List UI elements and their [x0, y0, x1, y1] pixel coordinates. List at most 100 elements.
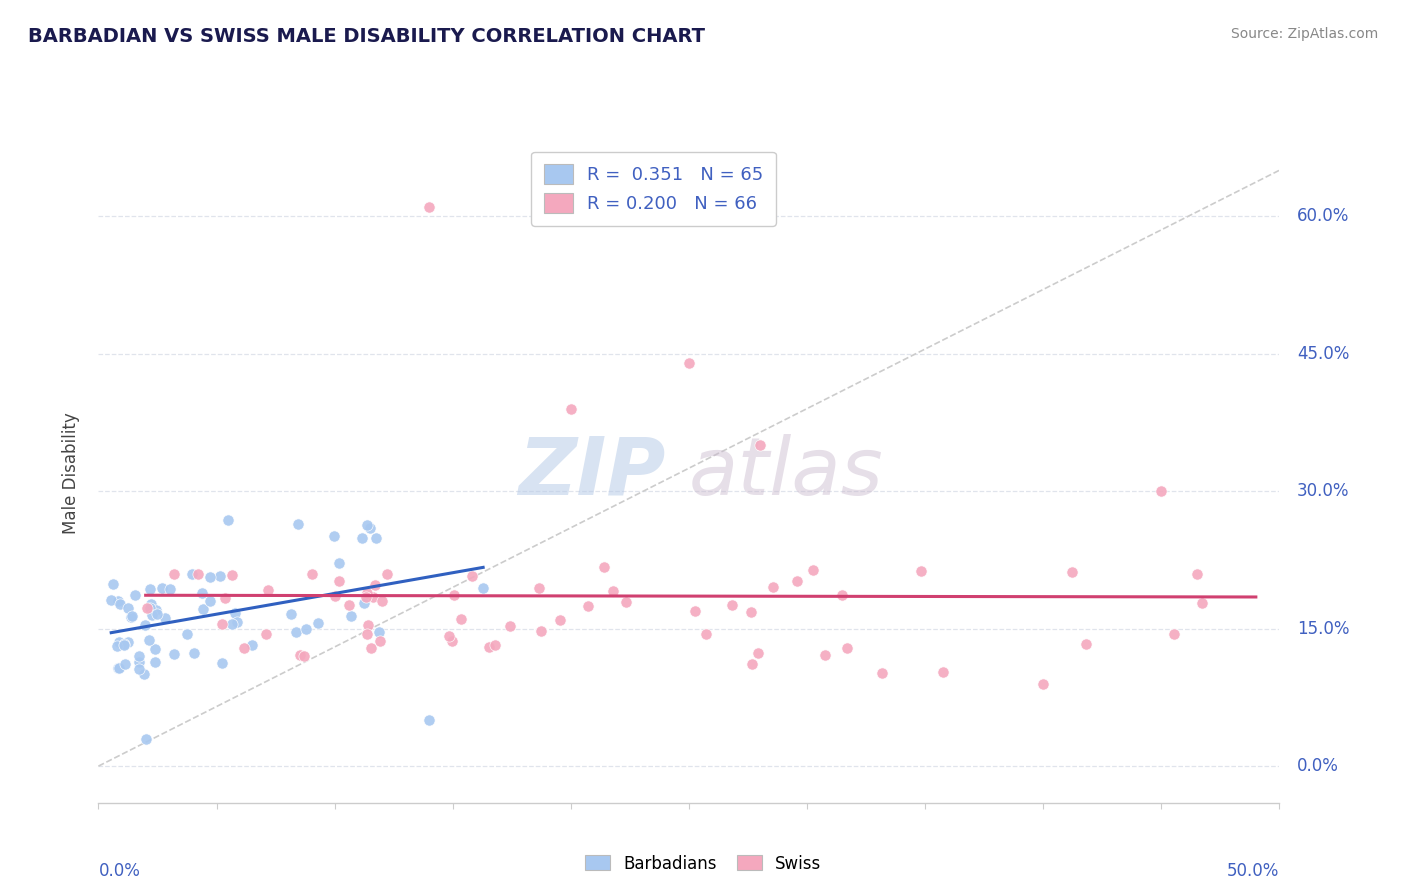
- Point: [443, 588, 465, 602]
- Point: [107, 594, 129, 608]
- Point: [183, 646, 205, 660]
- Point: [105, 639, 128, 653]
- Point: [101, 577, 124, 591]
- Point: [128, 649, 150, 664]
- Text: 30.0%: 30.0%: [1298, 482, 1350, 500]
- Point: [301, 566, 323, 581]
- Point: [837, 640, 859, 655]
- Point: [350, 531, 373, 545]
- Point: [225, 615, 247, 629]
- Point: [221, 616, 243, 631]
- Point: [240, 638, 263, 652]
- Point: [1163, 626, 1185, 640]
- Point: [120, 610, 142, 624]
- Text: 60.0%: 60.0%: [1298, 207, 1350, 225]
- Point: [762, 580, 785, 594]
- Point: [139, 582, 162, 596]
- Point: [1076, 636, 1098, 650]
- Point: [418, 200, 440, 214]
- Point: [337, 598, 360, 612]
- Point: [323, 590, 346, 604]
- Point: [450, 612, 472, 626]
- Point: [280, 607, 302, 621]
- Point: [461, 569, 484, 583]
- Text: 0.0%: 0.0%: [1298, 757, 1339, 775]
- Point: [136, 600, 159, 615]
- Point: [322, 529, 344, 543]
- Legend: Barbadians, Swiss: Barbadians, Swiss: [578, 848, 828, 880]
- Point: [163, 566, 186, 581]
- Point: [870, 665, 893, 680]
- Point: [354, 590, 377, 604]
- Point: [135, 731, 157, 746]
- Point: [307, 615, 329, 630]
- Point: [181, 566, 204, 581]
- Text: 45.0%: 45.0%: [1298, 344, 1350, 362]
- Point: [748, 438, 770, 452]
- Point: [910, 564, 932, 578]
- Point: [353, 596, 375, 610]
- Point: [328, 574, 350, 589]
- Point: [803, 562, 825, 576]
- Point: [191, 601, 214, 615]
- Point: [198, 570, 221, 584]
- Legend: R =  0.351   N = 65, R = 0.200   N = 66: R = 0.351 N = 65, R = 0.200 N = 66: [531, 152, 776, 226]
- Point: [217, 513, 239, 527]
- Point: [200, 594, 222, 608]
- Point: [141, 608, 163, 623]
- Point: [1150, 484, 1173, 499]
- Point: [359, 521, 381, 535]
- Point: [1191, 597, 1213, 611]
- Point: [138, 600, 160, 615]
- Point: [128, 662, 150, 676]
- Point: [1032, 676, 1054, 690]
- Point: [150, 581, 173, 595]
- Point: [132, 667, 155, 681]
- Point: [143, 655, 166, 669]
- Point: [814, 648, 837, 662]
- Point: [1185, 566, 1208, 581]
- Point: [112, 638, 135, 652]
- Point: [498, 619, 520, 633]
- Point: [931, 665, 953, 679]
- Point: [124, 588, 146, 602]
- Point: [153, 610, 176, 624]
- Point: [224, 606, 246, 620]
- Text: 0.0%: 0.0%: [98, 863, 141, 880]
- Point: [741, 657, 763, 672]
- Point: [117, 600, 139, 615]
- Point: [576, 599, 599, 613]
- Point: [593, 560, 616, 574]
- Point: [831, 588, 853, 602]
- Point: [356, 518, 378, 533]
- Point: [145, 602, 167, 616]
- Y-axis label: Male Disability: Male Disability: [62, 412, 80, 533]
- Point: [1060, 566, 1083, 580]
- Point: [108, 634, 131, 648]
- Point: [134, 617, 156, 632]
- Point: [328, 556, 350, 570]
- Point: [208, 569, 231, 583]
- Point: [294, 648, 316, 663]
- Point: [108, 661, 131, 675]
- Point: [285, 625, 308, 640]
- Point: [683, 604, 706, 618]
- Point: [287, 516, 309, 531]
- Point: [418, 714, 440, 728]
- Point: [721, 598, 744, 612]
- Point: [110, 597, 132, 611]
- Point: [233, 640, 256, 655]
- Point: [361, 591, 384, 605]
- Point: [100, 592, 122, 607]
- Point: [107, 660, 129, 674]
- Point: [221, 567, 243, 582]
- Point: [560, 401, 582, 416]
- Point: [440, 634, 463, 648]
- Point: [740, 605, 762, 619]
- Point: [295, 622, 318, 636]
- Point: [530, 624, 553, 639]
- Text: 50.0%: 50.0%: [1227, 863, 1279, 880]
- Point: [128, 655, 150, 669]
- Point: [356, 627, 378, 641]
- Point: [356, 585, 378, 599]
